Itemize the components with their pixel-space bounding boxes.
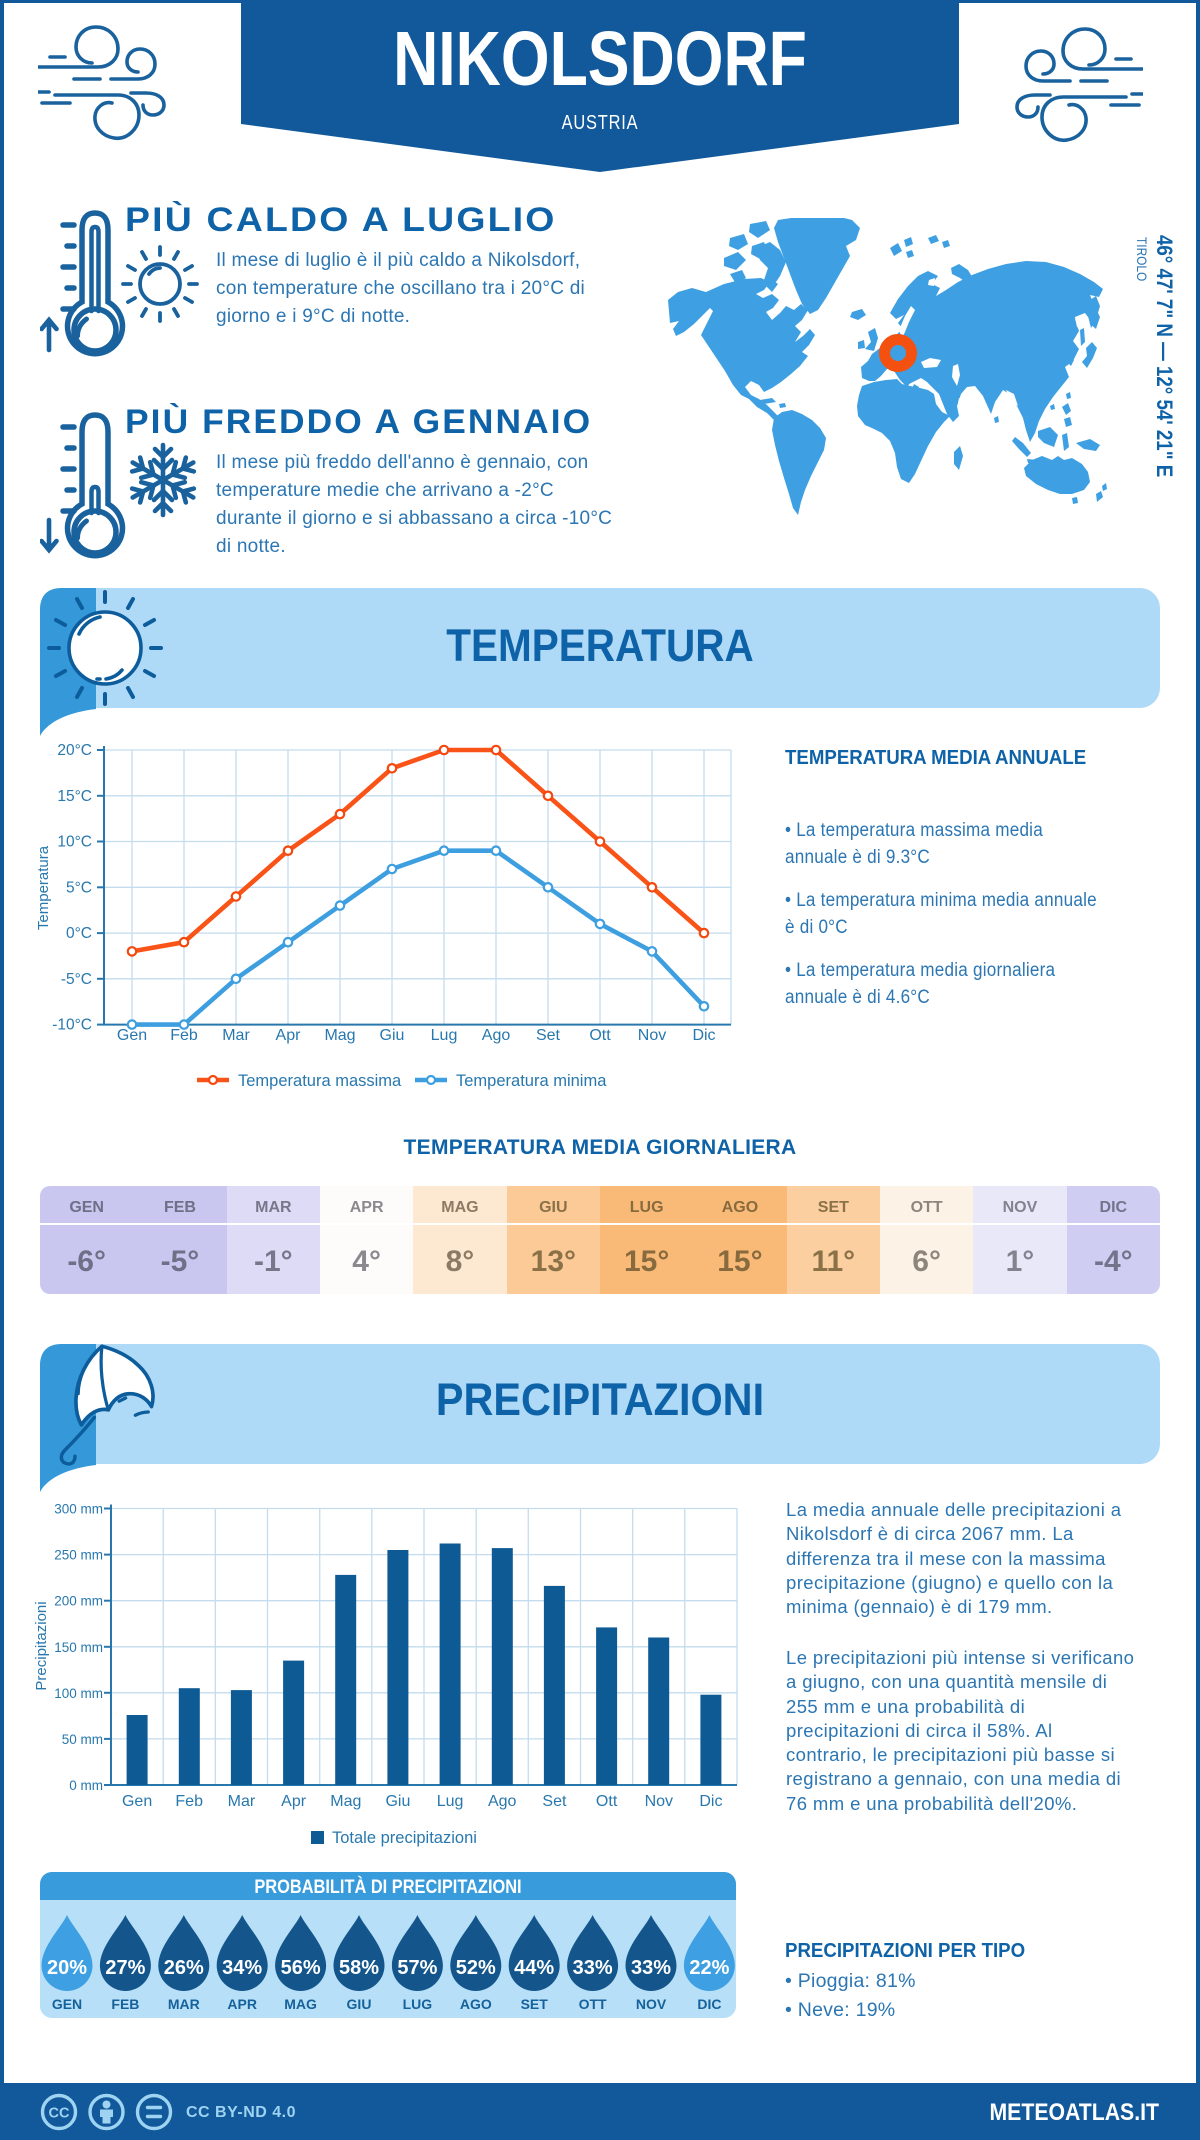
svg-text:Ago: Ago	[482, 1027, 511, 1044]
svg-text:300 mm: 300 mm	[54, 1502, 103, 1517]
svg-text:250 mm: 250 mm	[54, 1548, 103, 1563]
svg-text:Giu: Giu	[380, 1027, 405, 1044]
svg-text:DIC: DIC	[697, 1996, 721, 2012]
svg-text:10°C: 10°C	[57, 834, 92, 851]
svg-text:Dic: Dic	[699, 1793, 722, 1810]
svg-text:Temperatura minima: Temperatura minima	[456, 1072, 607, 1090]
svg-text:200 mm: 200 mm	[54, 1594, 103, 1609]
svg-text:OTT: OTT	[579, 1996, 607, 2012]
svg-text:27%: 27%	[105, 1957, 145, 1979]
svg-text:Feb: Feb	[170, 1027, 198, 1044]
svg-text:Gen: Gen	[117, 1027, 147, 1044]
svg-text:34%: 34%	[222, 1957, 262, 1979]
svg-text:GEN: GEN	[52, 1996, 82, 2012]
svg-text:-5°C: -5°C	[61, 971, 92, 988]
svg-text:GIU: GIU	[347, 1996, 372, 2012]
svg-text:58%: 58%	[339, 1957, 379, 1979]
svg-text:Lug: Lug	[431, 1027, 458, 1044]
svg-text:5°C: 5°C	[66, 879, 92, 896]
svg-text:Apr: Apr	[281, 1793, 307, 1810]
svg-text:Set: Set	[542, 1793, 567, 1810]
svg-text:Ott: Ott	[596, 1793, 618, 1810]
svg-text:57%: 57%	[397, 1957, 437, 1979]
svg-text:20%: 20%	[47, 1957, 87, 1979]
svg-text:Precipitazioni: Precipitazioni	[33, 1601, 50, 1690]
svg-text:Mag: Mag	[330, 1793, 361, 1810]
svg-text:Totale precipitazioni: Totale precipitazioni	[332, 1829, 477, 1847]
svg-text:SET: SET	[521, 1996, 549, 2012]
svg-text:44%: 44%	[514, 1957, 554, 1979]
svg-text:Gen: Gen	[122, 1793, 152, 1810]
svg-text:0°C: 0°C	[66, 925, 92, 942]
svg-text:22%: 22%	[689, 1957, 729, 1979]
svg-text:52%: 52%	[456, 1957, 496, 1979]
svg-text:0 mm: 0 mm	[69, 1778, 103, 1793]
svg-text:CC: CC	[49, 2106, 70, 2122]
svg-text:26%: 26%	[164, 1957, 204, 1979]
svg-text:56%: 56%	[281, 1957, 321, 1979]
svg-text:Set: Set	[536, 1027, 561, 1044]
svg-text:20°C: 20°C	[57, 742, 92, 759]
svg-text:Apr: Apr	[276, 1027, 302, 1044]
svg-text:100 mm: 100 mm	[54, 1686, 103, 1701]
svg-text:LUG: LUG	[403, 1996, 433, 2012]
svg-text:MAR: MAR	[168, 1996, 200, 2012]
svg-text:MAG: MAG	[284, 1996, 317, 2012]
svg-text:Ott: Ott	[589, 1027, 611, 1044]
svg-text:Temperatura: Temperatura	[35, 845, 52, 930]
svg-text:50 mm: 50 mm	[62, 1732, 103, 1747]
svg-text:AGO: AGO	[460, 1996, 492, 2012]
svg-text:Ago: Ago	[488, 1793, 517, 1810]
svg-text:Mar: Mar	[228, 1793, 256, 1810]
svg-text:FEB: FEB	[111, 1996, 139, 2012]
svg-text:Giu: Giu	[385, 1793, 410, 1810]
svg-text:33%: 33%	[573, 1957, 613, 1979]
svg-text:-10°C: -10°C	[52, 1017, 92, 1034]
svg-text:APR: APR	[227, 1996, 257, 2012]
svg-text:Mar: Mar	[222, 1027, 250, 1044]
svg-text:Mag: Mag	[324, 1027, 355, 1044]
svg-text:33%: 33%	[631, 1957, 671, 1979]
svg-text:Nov: Nov	[645, 1793, 673, 1810]
svg-text:NOV: NOV	[636, 1996, 667, 2012]
svg-text:Dic: Dic	[692, 1027, 715, 1044]
svg-text:Temperatura massima: Temperatura massima	[238, 1072, 402, 1090]
svg-text:15°C: 15°C	[57, 788, 92, 805]
svg-text:Lug: Lug	[437, 1793, 464, 1810]
svg-text:150 mm: 150 mm	[54, 1640, 103, 1655]
svg-text:Nov: Nov	[638, 1027, 666, 1044]
svg-text:Feb: Feb	[175, 1793, 203, 1810]
